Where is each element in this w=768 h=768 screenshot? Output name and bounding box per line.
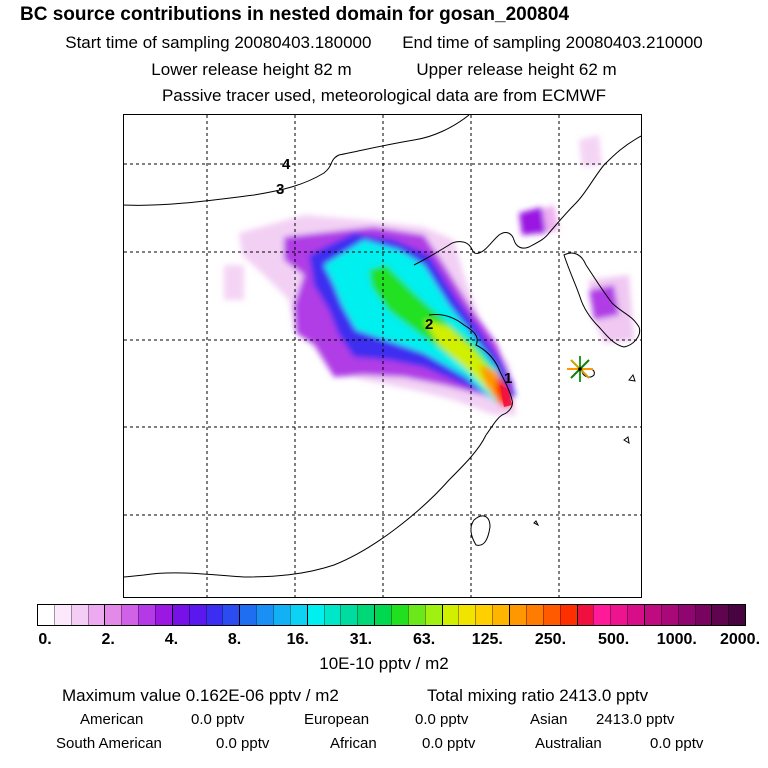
- colorbar-segment: [138, 605, 156, 625]
- colorbar-tick-label: 63.: [412, 631, 436, 648]
- colorbar-segment: [222, 605, 240, 625]
- colorbar-segment: [711, 605, 729, 625]
- colorbar-segment: [492, 605, 510, 625]
- colorbar-segment: [323, 605, 341, 625]
- american-label: American: [80, 711, 144, 728]
- colorbar: [37, 604, 746, 626]
- colorbar-segment: [576, 605, 594, 625]
- colorbar-segment: [660, 605, 678, 625]
- american-value: 0.0 pptv: [191, 711, 245, 728]
- map-panel: 1 2 3 4: [123, 114, 642, 598]
- colorbar-segment: [441, 605, 459, 625]
- start-time-label: Start time of sampling 20080403.180000: [65, 33, 372, 52]
- receptor-star-icon: [567, 356, 593, 382]
- colorbar-segment: [694, 605, 712, 625]
- colorbar-segment: [340, 605, 358, 625]
- colorbar-segment: [121, 605, 139, 625]
- plume-hotspot: [500, 385, 512, 407]
- african-value: 0.0 pptv: [422, 735, 476, 752]
- colorbar-segment: [509, 605, 526, 625]
- sampling-times-row: Start time of sampling 20080403.180000 E…: [0, 33, 768, 53]
- colorbar-unit: 10E-10 pptv / m2: [319, 654, 449, 673]
- colorbar-tick-label: 31.: [349, 631, 373, 648]
- tracer-info-line: Passive tracer used, meteorological data…: [161, 86, 607, 105]
- colorbar-tick-label: 125.: [471, 631, 503, 648]
- colorbar-segment: [424, 605, 442, 625]
- colorbar-tick-label: 1000.: [656, 631, 697, 648]
- colorbar-segment: [273, 605, 290, 625]
- trajectory-label-2: 2: [425, 316, 433, 333]
- figure-title: BC source contributions in nested domain…: [20, 4, 570, 25]
- total-mixing-line: Total mixing ratio 2413.0 pptv: [427, 686, 649, 705]
- colorbar-segment: [627, 605, 644, 625]
- colorbar-tick-label: 500.: [598, 631, 630, 648]
- lower-release-label: Lower release height 82 m: [151, 60, 352, 79]
- colorbar-segment: [87, 605, 105, 625]
- asian-label: Asian: [530, 711, 568, 728]
- colorbar-tick-label: 8.: [227, 631, 242, 648]
- colorbar-segment: [643, 605, 661, 625]
- colorbar-segment: [53, 605, 71, 625]
- colorbar-segment: [475, 605, 493, 625]
- colorbar-tick-label: 250.: [534, 631, 567, 648]
- colorbar-segment: [407, 605, 425, 625]
- australian-value: 0.0 pptv: [650, 735, 704, 752]
- colorbar-tick-label: 0.: [38, 631, 52, 648]
- south-american-value: 0.0 pptv: [216, 735, 270, 752]
- trajectory-label-3: 3: [276, 181, 284, 198]
- colorbar-tick-label: 4.: [164, 631, 179, 648]
- colorbar-segment: [374, 605, 392, 625]
- colorbar-tick-label: 2000.: [719, 631, 761, 648]
- lat-lon-grid: [124, 115, 641, 597]
- australian-label: Australian: [535, 735, 602, 752]
- colorbar-segment: [289, 605, 307, 625]
- colorbar-segment: [610, 605, 628, 625]
- upper-release-label: Upper release height 62 m: [416, 60, 617, 79]
- colorbar-segment: [357, 605, 375, 625]
- colorbar-segment: [391, 605, 408, 625]
- colorbar-segment: [155, 605, 172, 625]
- colorbar-segment: [256, 605, 274, 625]
- european-label: European: [304, 711, 370, 728]
- colorbar-segment: [188, 605, 206, 625]
- end-time-label: End time of sampling 20080403.210000: [402, 33, 703, 52]
- colorbar-segment: [525, 605, 543, 625]
- map-canvas: 1 2 3 4: [124, 115, 641, 597]
- colorbar-segment: [559, 605, 577, 625]
- trajectory-label-4: 4: [282, 156, 291, 173]
- colorbar-segment: [205, 605, 223, 625]
- coastlines: [124, 115, 641, 578]
- colorbar-segment: [677, 605, 695, 625]
- african-label: African: [330, 735, 377, 752]
- release-height-row: Lower release height 82 m Upper release …: [0, 60, 768, 80]
- colorbar-segment: [728, 605, 746, 625]
- colorbar-segment: [38, 605, 54, 625]
- colorbar-segment: [593, 605, 611, 625]
- asian-value: 2413.0 pptv: [596, 711, 675, 728]
- colorbar-segment: [171, 605, 189, 625]
- colorbar-segment: [306, 605, 324, 625]
- concentration-plume: [224, 135, 634, 415]
- colorbar-tick-label: 16.: [286, 631, 309, 648]
- max-value-line: Maximum value 0.162E-06 pptv / m2: [62, 686, 339, 705]
- colorbar-segment: [239, 605, 257, 625]
- colorbar-tick-label: 2.: [101, 631, 115, 648]
- colorbar-segment: [542, 605, 560, 625]
- colorbar-segment: [104, 605, 122, 625]
- colorbar-segment: [458, 605, 476, 625]
- colorbar-segment: [70, 605, 88, 625]
- south-american-label: South American: [56, 735, 162, 752]
- trajectory-label-1: 1: [504, 370, 512, 387]
- european-value: 0.0 pptv: [415, 711, 469, 728]
